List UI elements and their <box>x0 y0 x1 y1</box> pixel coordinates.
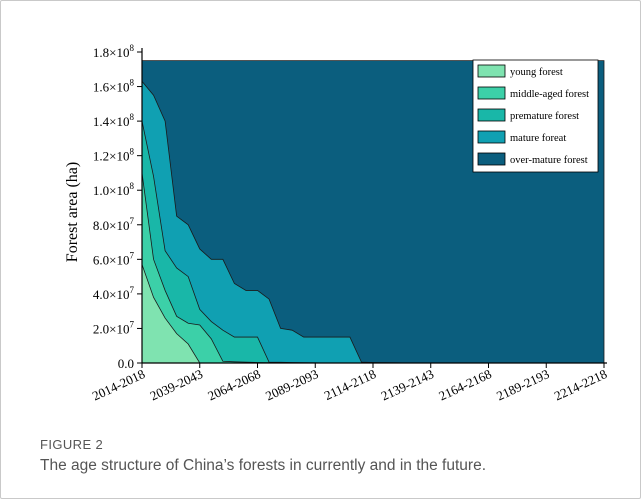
legend-swatch <box>478 87 505 99</box>
y-tick-label: 1.4×108 <box>93 112 135 129</box>
x-tick-label: 2214-2218 <box>552 366 609 403</box>
y-tick-label: 0.0 <box>118 356 134 371</box>
y-tick-label: 1.2×108 <box>93 147 135 164</box>
figure-caption: The age structure of China’s forests in … <box>40 457 486 475</box>
y-axis-label: Forest area (ha) <box>64 162 81 262</box>
x-axis-ticks: 2014-2018 2039-2043 2064-2068 2089-2093 2114… <box>90 363 609 404</box>
y-tick-label: 4.0×107 <box>93 285 135 302</box>
legend-label: young forest <box>510 67 563 78</box>
x-tick-label: 2189-2193 <box>494 366 551 403</box>
legend-swatch <box>478 65 505 77</box>
figure-label: FIGURE 2 <box>40 437 103 452</box>
x-tick-label: 2114-2118 <box>322 366 379 403</box>
legend-swatch <box>478 109 505 121</box>
legend-label: middle-aged forest <box>510 89 589 100</box>
legend-label: mature foreat <box>510 133 566 144</box>
y-tick-label: 8.0×107 <box>93 216 135 233</box>
x-tick-label: 2139-2143 <box>379 366 436 403</box>
y-tick-label: 1.0×108 <box>93 181 135 198</box>
y-axis-ticks: 0.0 2.0×107 4.0×107 6.0×107 8.0×107 1.0×108 1.… <box>93 43 142 371</box>
legend: young forest middle-aged forest premature … <box>473 60 598 172</box>
legend-label: over-mature forest <box>510 155 588 166</box>
x-tick-label: 2039-2043 <box>148 366 205 403</box>
legend-swatch <box>478 153 505 165</box>
x-tick-label: 2089-2093 <box>263 366 320 403</box>
x-tick-label: 2014-2018 <box>90 366 147 403</box>
stacked-area-chart: 0.0 2.0×107 4.0×107 6.0×107 8.0×107 1.0×108 1.… <box>0 0 641 430</box>
legend-swatch <box>478 131 505 143</box>
x-tick-label: 2164-2168 <box>436 366 493 403</box>
y-tick-label: 6.0×107 <box>93 250 135 267</box>
x-tick-label: 2064-2068 <box>205 366 262 403</box>
legend-label: premature forest <box>510 111 579 122</box>
y-tick-label: 1.8×108 <box>93 43 135 60</box>
y-tick-label: 2.0×107 <box>93 319 135 336</box>
y-tick-label: 1.6×108 <box>93 78 135 95</box>
